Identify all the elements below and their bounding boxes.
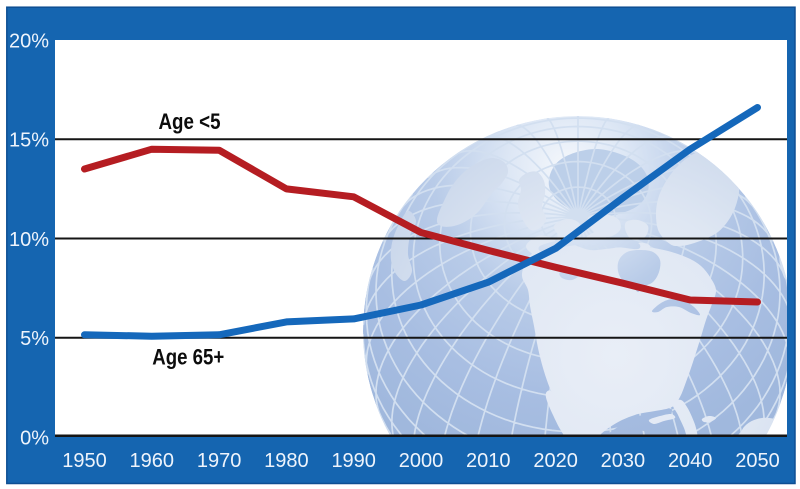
svg-text:10%: 10% <box>9 229 49 251</box>
svg-text:1970: 1970 <box>197 450 242 472</box>
svg-text:0%: 0% <box>20 427 49 449</box>
svg-text:2010: 2010 <box>466 450 511 472</box>
svg-text:15%: 15% <box>9 130 49 152</box>
svg-text:1950: 1950 <box>62 450 107 472</box>
svg-text:2050: 2050 <box>735 450 780 472</box>
svg-text:20%: 20% <box>9 30 49 52</box>
svg-text:1990: 1990 <box>331 450 376 472</box>
svg-text:1980: 1980 <box>264 450 309 472</box>
svg-text:Age <5: Age <5 <box>159 109 221 134</box>
svg-text:1960: 1960 <box>130 450 175 472</box>
svg-text:2020: 2020 <box>533 450 578 472</box>
svg-text:Age 65+: Age 65+ <box>152 345 224 370</box>
svg-text:2040: 2040 <box>668 450 713 472</box>
svg-text:5%: 5% <box>20 328 49 350</box>
svg-text:2030: 2030 <box>601 450 646 472</box>
svg-text:2000: 2000 <box>399 450 444 472</box>
